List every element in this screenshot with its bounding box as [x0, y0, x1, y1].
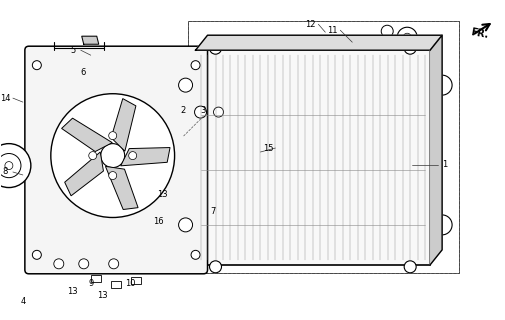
- Circle shape: [54, 259, 64, 269]
- Text: 4: 4: [20, 297, 25, 306]
- Text: 2: 2: [180, 106, 185, 115]
- Circle shape: [0, 144, 31, 188]
- Circle shape: [209, 42, 221, 54]
- Circle shape: [403, 42, 415, 54]
- Circle shape: [109, 132, 117, 140]
- Polygon shape: [65, 152, 103, 196]
- Text: 11: 11: [326, 26, 337, 35]
- Circle shape: [213, 46, 217, 50]
- Circle shape: [431, 215, 451, 235]
- Polygon shape: [195, 35, 441, 50]
- Text: 9: 9: [88, 279, 93, 288]
- Text: 15: 15: [263, 144, 273, 153]
- Circle shape: [191, 250, 199, 259]
- Circle shape: [191, 61, 199, 70]
- Circle shape: [100, 144, 124, 168]
- Bar: [130, 277, 140, 284]
- Polygon shape: [429, 35, 441, 265]
- Circle shape: [50, 94, 174, 218]
- Circle shape: [209, 261, 221, 273]
- Polygon shape: [62, 118, 112, 152]
- Text: 16: 16: [153, 217, 164, 226]
- Text: 7: 7: [210, 207, 215, 216]
- Circle shape: [396, 27, 416, 47]
- Circle shape: [5, 162, 13, 170]
- Circle shape: [88, 152, 96, 160]
- Text: 13: 13: [67, 287, 78, 296]
- Bar: [90, 275, 100, 282]
- Circle shape: [431, 75, 451, 95]
- Circle shape: [213, 107, 223, 117]
- Circle shape: [128, 152, 136, 160]
- Circle shape: [380, 25, 392, 37]
- Polygon shape: [121, 148, 170, 166]
- Circle shape: [402, 33, 411, 41]
- Bar: [187, 21, 458, 273]
- Circle shape: [109, 172, 117, 180]
- Text: 6: 6: [80, 68, 85, 77]
- Text: 3: 3: [199, 106, 205, 115]
- Circle shape: [79, 259, 88, 269]
- Bar: [187, 21, 458, 273]
- Polygon shape: [105, 166, 138, 210]
- Text: 1: 1: [441, 161, 447, 170]
- Text: FR.: FR.: [469, 27, 488, 40]
- Polygon shape: [111, 99, 136, 151]
- FancyBboxPatch shape: [25, 46, 207, 274]
- Polygon shape: [82, 36, 98, 44]
- Bar: [111, 281, 121, 288]
- Text: 5: 5: [70, 46, 75, 55]
- Bar: [195, 50, 429, 265]
- Circle shape: [32, 250, 41, 259]
- Circle shape: [109, 259, 119, 269]
- Text: 12: 12: [305, 20, 315, 29]
- Text: 10: 10: [125, 279, 136, 288]
- Text: 8: 8: [2, 167, 8, 176]
- Circle shape: [0, 154, 21, 178]
- Circle shape: [403, 261, 415, 273]
- Circle shape: [178, 78, 192, 92]
- Text: 13: 13: [157, 190, 168, 199]
- Circle shape: [32, 61, 41, 70]
- Text: 14: 14: [0, 94, 10, 103]
- Circle shape: [194, 106, 206, 118]
- Circle shape: [178, 218, 192, 232]
- Text: 13: 13: [97, 291, 108, 300]
- Circle shape: [408, 46, 412, 50]
